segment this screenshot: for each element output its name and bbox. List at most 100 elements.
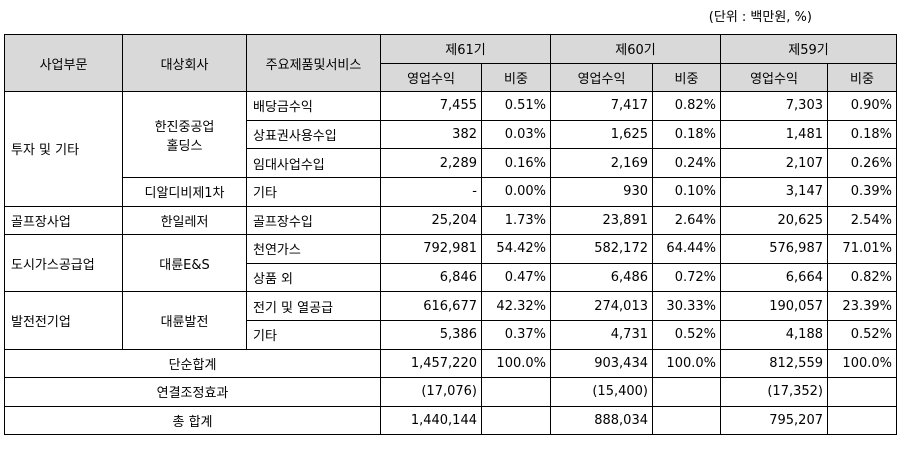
- table-row: 상표권사용수입 382 0.03% 1,625 0.18% 1,481 0.18…: [5, 119, 897, 150]
- revenue-cell: 795,207: [720, 405, 828, 436]
- revenue-cell: 6,846: [380, 262, 482, 293]
- ratio-cell: 54.42%: [481, 234, 551, 264]
- ratio-cell: 0.90%: [827, 91, 897, 121]
- revenue-cell: 274,013: [550, 291, 653, 321]
- total-label: 연결조정효과: [4, 377, 381, 407]
- total-label: 총 합계: [4, 405, 381, 436]
- revenue-cell: 2,289: [380, 148, 482, 178]
- ratio-cell: 0.37%: [481, 319, 551, 350]
- header-revenue: 영업수익: [550, 62, 653, 93]
- header-product: 주요제품및서비스: [246, 33, 381, 93]
- product-cell: 기타: [246, 319, 381, 350]
- ratio-cell: 0.51%: [481, 91, 551, 121]
- table-row: 디알디비제1차 기타 - 0.00% 930 0.10% 3,147 0.39%: [5, 176, 897, 207]
- ratio-cell: 0.82%: [652, 91, 721, 121]
- revenue-cell: 3,147: [720, 176, 828, 207]
- ratio-cell: 100.0%: [652, 348, 721, 379]
- header-revenue: 영업수익: [720, 62, 828, 93]
- ratio-cell: 0.00%: [481, 176, 551, 207]
- segment-cell: 골프장사업: [4, 205, 123, 236]
- ratio-cell: 0.24%: [652, 148, 721, 178]
- revenue-cell: 1,481: [720, 119, 828, 150]
- ratio-cell: [652, 405, 721, 436]
- company-cell: 한일레저: [122, 205, 247, 236]
- ratio-cell: [827, 405, 897, 436]
- unit-note: (단위 : 백만원, %): [708, 10, 812, 25]
- revenue-cell: 6,664: [720, 262, 828, 293]
- product-cell: 상품 외: [246, 262, 381, 293]
- segment-cell: 투자 및 기타: [4, 91, 123, 207]
- revenue-cell: 930: [550, 176, 653, 207]
- table-row: 도시가스공급업 대륜E&S 천연가스 792,981 54.42% 582,17…: [4, 234, 897, 293]
- ratio-cell: [481, 377, 551, 407]
- ratio-cell: 0.18%: [652, 119, 721, 150]
- ratio-cell: 0.18%: [827, 119, 897, 150]
- header-segment: 사업부문: [4, 33, 123, 93]
- table-row: 투자 및 기타 한진중공업 홀딩스 배당금수익 7,455 0.51% 7,41…: [4, 91, 897, 207]
- ratio-cell: 1.73%: [481, 205, 551, 236]
- ratio-cell: 0.52%: [652, 319, 721, 350]
- revenue-cell: 4,731: [550, 319, 653, 350]
- header-revenue: 영업수익: [380, 62, 482, 93]
- ratio-cell: 0.82%: [827, 262, 897, 293]
- product-cell: 상표권사용수입: [246, 119, 381, 150]
- ratio-cell: 0.39%: [827, 176, 897, 207]
- revenue-cell: 616,677: [380, 291, 482, 321]
- header-ratio: 비중: [827, 62, 897, 93]
- revenue-cell: -: [380, 176, 482, 207]
- product-cell: 임대사업수입: [246, 148, 381, 178]
- table-row: 골프장사업 한일레저 골프장수입 25,204 1.73% 23,891 2.6…: [4, 205, 897, 236]
- product-cell: 천연가스: [246, 234, 381, 264]
- ratio-cell: 0.26%: [827, 148, 897, 178]
- revenue-cell: 23,891: [550, 205, 653, 236]
- product-cell: 기타: [246, 176, 381, 207]
- table-row: 발전전기업 대륜발전 전기 및 열공급 616,677 42.32% 274,0…: [4, 291, 897, 350]
- header-ratio: 비중: [652, 62, 721, 93]
- table-row: 기타 5,386 0.37% 4,731 0.52% 4,188 0.52%: [5, 319, 897, 350]
- revenue-cell: 20,625: [720, 205, 828, 236]
- revenue-cell: (17,076): [380, 377, 482, 407]
- revenue-cell: 25,204: [380, 205, 482, 236]
- company-line: 홀딩스: [166, 138, 203, 154]
- revenue-cell: 576,987: [720, 234, 828, 264]
- ratio-cell: 0.10%: [652, 176, 721, 207]
- subheader-row: 영업수익 비중 영업수익 비중 영업수익 비중: [5, 62, 897, 93]
- simple-total-row: 단순합계 1,457,220 100.0% 903,434 100.0% 812…: [4, 348, 897, 379]
- revenue-cell: (17,352): [720, 377, 828, 407]
- ratio-cell: 2.64%: [652, 205, 721, 236]
- revenue-cell: 903,434: [550, 348, 653, 379]
- product-cell: 전기 및 열공급: [246, 291, 381, 321]
- ratio-cell: 0.03%: [481, 119, 551, 150]
- segment-cell: 도시가스공급업: [4, 234, 123, 293]
- segment-cell: 발전전기업: [4, 291, 123, 350]
- table-row: 임대사업수입 2,289 0.16% 2,169 0.24% 2,107 0.2…: [5, 148, 897, 178]
- revenue-cell: 7,417: [550, 91, 653, 121]
- ratio-cell: 2.54%: [827, 205, 897, 236]
- revenue-table: 사업부문 대상회사 주요제품및서비스 제61기 제60기 제59기 영업수익 비…: [4, 33, 897, 436]
- ratio-cell: 0.16%: [481, 148, 551, 178]
- grand-total-row: 총 합계 1,440,144 888,034 795,207: [4, 405, 897, 436]
- ratio-cell: [652, 377, 721, 407]
- ratio-cell: 42.32%: [481, 291, 551, 321]
- ratio-cell: 71.01%: [827, 234, 897, 264]
- ratio-cell: 64.44%: [652, 234, 721, 264]
- revenue-cell: 5,386: [380, 319, 482, 350]
- revenue-cell: 1,440,144: [380, 405, 482, 436]
- table-row: 상품 외 6,846 0.47% 6,486 0.72% 6,664 0.82%: [5, 262, 897, 293]
- adjustment-row: 연결조정효과 (17,076) (15,400) (17,352): [4, 377, 897, 407]
- revenue-cell: 1,625: [550, 119, 653, 150]
- company-line: 한진중공업: [154, 119, 215, 135]
- company-cell: 디알디비제1차: [122, 176, 247, 207]
- header-period-60: 제60기: [550, 34, 721, 64]
- revenue-cell: 4,188: [720, 319, 828, 350]
- ratio-cell: 0.47%: [481, 262, 551, 293]
- ratio-cell: [481, 405, 551, 436]
- header-ratio: 비중: [481, 62, 551, 93]
- product-cell: 골프장수입: [246, 205, 381, 236]
- revenue-cell: 7,303: [720, 91, 828, 121]
- revenue-cell: 6,486: [550, 262, 653, 293]
- revenue-cell: 190,057: [720, 291, 828, 321]
- company-cell: 대륜발전: [122, 291, 247, 350]
- header-period-61: 제61기: [380, 34, 551, 64]
- revenue-cell: 888,034: [550, 405, 653, 436]
